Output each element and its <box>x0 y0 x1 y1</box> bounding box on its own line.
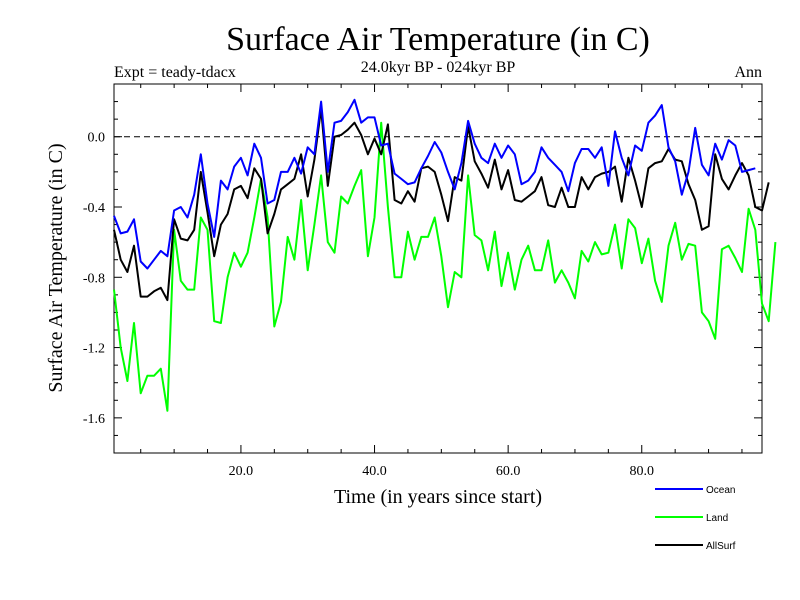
legend-label-ocean: Ocean <box>706 485 735 496</box>
chart-subtitle-center: 24.0kyr BP - 024kyr BP <box>361 59 516 76</box>
legend-label-land: Land <box>706 513 728 524</box>
x-tick-label: 60.0 <box>496 464 521 479</box>
plot-frame <box>113 83 763 454</box>
series-line-allsurf <box>113 107 770 302</box>
x-tick-label: 20.0 <box>229 464 254 479</box>
axis-ticks: 0.0 -0.4 -0.8 -1.2 -1.6 20.0 40.0 60.0 80.0 <box>83 83 762 479</box>
legend: Ocean Land AllSurf <box>655 485 736 552</box>
y-tick-label: -1.2 <box>83 342 105 357</box>
y-tick-label: -0.8 <box>83 271 105 286</box>
y-tick-label: -0.4 <box>83 201 105 216</box>
x-tick-label: 40.0 <box>362 464 387 479</box>
chart-subtitle-left: Expt = teady-tdacx <box>114 64 236 81</box>
series-line-land <box>113 121 777 412</box>
y-tick-label: 0.0 <box>88 131 106 146</box>
chart-subtitle-right: Ann <box>734 64 762 81</box>
y-axis-label: Surface Air Temperature (in C) <box>45 143 67 392</box>
y-tick-label: -1.6 <box>83 412 105 427</box>
x-tick-label: 80.0 <box>630 464 655 479</box>
legend-label-allsurf: AllSurf <box>706 541 736 552</box>
series-group <box>113 98 777 412</box>
chart-title: Surface Air Temperature (in C) <box>226 21 650 58</box>
x-axis-label: Time (in years since start) <box>334 486 542 508</box>
series-line-ocean <box>113 98 756 270</box>
